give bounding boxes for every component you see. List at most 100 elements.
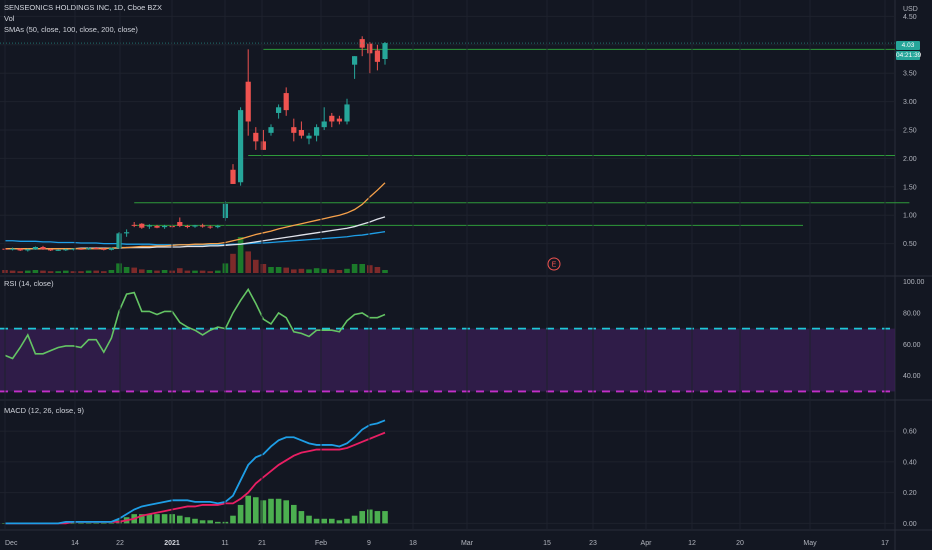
- volume-bar: [306, 269, 312, 273]
- candle-body: [352, 56, 358, 65]
- time-tick-label: 18: [409, 540, 417, 547]
- macd-histogram-bar: [215, 521, 221, 524]
- macd-histogram-bar: [351, 515, 358, 524]
- time-tick-label: Feb: [315, 540, 327, 547]
- candle-body: [207, 226, 213, 228]
- candle-body: [359, 39, 365, 48]
- volume-bar: [260, 264, 267, 273]
- candle-body: [329, 115, 335, 122]
- volume-bar: [321, 268, 327, 273]
- macd-histogram-bar: [359, 511, 365, 524]
- macd-tick-label: 0.00: [903, 521, 917, 528]
- macd-histogram-bar: [275, 498, 282, 524]
- macd-histogram-bar: [207, 520, 213, 524]
- macd-line: [5, 419, 386, 525]
- macd-histogram-bar: [161, 514, 168, 524]
- candle-body: [215, 225, 221, 228]
- rsi-band-fill: [0, 328, 895, 392]
- candle-body: [268, 127, 274, 133]
- macd-histogram-bar: [291, 504, 297, 524]
- macd-histogram-bar: [268, 498, 274, 524]
- volume-bar: [245, 251, 251, 273]
- candle-body: [32, 247, 38, 250]
- candle-body: [321, 121, 327, 128]
- candle-body: [260, 141, 266, 150]
- candle-body: [314, 127, 320, 136]
- countdown-badge: 04:21:39: [896, 51, 922, 60]
- candle-body: [245, 81, 251, 122]
- candle-body: [238, 110, 244, 183]
- earnings-marker-label: E: [552, 262, 557, 269]
- volume-bar: [253, 259, 259, 273]
- rsi-tick-label: 80.00: [903, 310, 921, 317]
- time-tick-label: 15: [543, 540, 551, 547]
- volume-bar: [131, 267, 137, 273]
- volume-bar: [93, 270, 99, 273]
- volume-bar: [329, 269, 335, 273]
- time-tick-label: 21: [258, 540, 266, 547]
- candle-body: [78, 248, 84, 250]
- macd-histogram-bar: [298, 511, 305, 524]
- volume-bar: [55, 271, 61, 273]
- macd-histogram-bar: [321, 518, 327, 524]
- time-tick-label: 9: [367, 540, 371, 547]
- volume-bar: [78, 271, 84, 273]
- macd-histogram-bar: [93, 523, 99, 524]
- macd-histogram-bar: [101, 523, 107, 524]
- candle-body: [131, 224, 137, 226]
- volume-bar: [154, 270, 160, 273]
- candle-body: [177, 222, 183, 226]
- volume-bar: [268, 267, 274, 273]
- rsi-tick-label: 60.00: [903, 342, 921, 349]
- volume-bar: [85, 270, 92, 273]
- volume-bar: [215, 270, 221, 273]
- candle-body: [336, 118, 342, 122]
- volume-bar: [275, 267, 282, 273]
- price-tick-label: 2.50: [903, 128, 917, 135]
- volume-bar: [374, 267, 381, 273]
- time-tick-label: 20: [736, 540, 744, 547]
- macd-legend: MACD (12, 26, close, 9): [4, 406, 85, 415]
- candle-body: [10, 248, 16, 250]
- time-tick-label: Mar: [461, 540, 474, 547]
- macd-histogram-bar: [245, 495, 251, 524]
- macd-histogram-bar: [108, 523, 115, 524]
- macd-histogram-bar: [253, 497, 259, 524]
- candle-body: [276, 107, 282, 113]
- volume-bar: [192, 270, 198, 273]
- time-tick-label: Dec: [5, 540, 18, 547]
- volume-bar: [47, 271, 54, 273]
- earnings-marker[interactable]: [547, 257, 561, 271]
- volume-bar: [70, 271, 77, 273]
- macd-histogram-bar: [199, 520, 206, 524]
- candle-body: [55, 249, 61, 251]
- volume-bar: [291, 269, 297, 273]
- macd-histogram-bar: [260, 500, 267, 524]
- volume-bar: [344, 268, 350, 273]
- candle-body: [298, 130, 304, 136]
- rsi-legend: RSI (14, close): [4, 279, 54, 288]
- volume-bar: [283, 267, 289, 273]
- symbol-title: SENSEONICS HOLDINGS INC, 1D, Cboe BZX: [4, 3, 162, 12]
- candle-body: [154, 225, 160, 228]
- price-tick-label: 4.50: [903, 14, 917, 21]
- volume-bar: [101, 271, 107, 273]
- volume-bar: [32, 270, 39, 273]
- rsi-tick-label: 40.00: [903, 373, 921, 380]
- macd-histogram-bar: [146, 514, 153, 524]
- time-tick-label: 17: [881, 540, 889, 547]
- candle-body: [374, 50, 380, 62]
- candle-body: [230, 169, 236, 184]
- macd-histogram-bar: [313, 518, 320, 524]
- volume-bar: [108, 270, 115, 273]
- candle-body: [192, 225, 198, 227]
- candle-body: [48, 249, 54, 251]
- candle-body: [63, 249, 69, 251]
- candle-body: [344, 104, 350, 122]
- macd-histogram-bar: [306, 515, 312, 524]
- macd-histogram-bar: [192, 518, 198, 524]
- macd-histogram-bar: [177, 515, 183, 524]
- macd-histogram-bar: [344, 518, 350, 524]
- price-axis-currency: USD: [903, 6, 918, 13]
